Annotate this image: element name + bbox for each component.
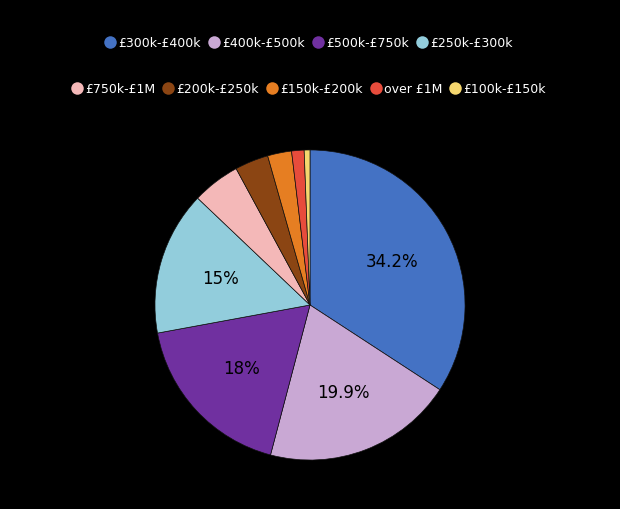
Wedge shape xyxy=(304,151,310,305)
Wedge shape xyxy=(268,152,310,305)
Text: 18%: 18% xyxy=(223,359,260,378)
Wedge shape xyxy=(155,199,310,333)
Wedge shape xyxy=(310,151,465,390)
Text: 34.2%: 34.2% xyxy=(365,252,418,270)
Text: 15%: 15% xyxy=(203,270,239,288)
Wedge shape xyxy=(157,305,310,455)
Wedge shape xyxy=(291,151,310,305)
Text: 19.9%: 19.9% xyxy=(317,383,370,401)
Legend: £750k-£1M, £200k-£250k, £150k-£200k, over £1M, £100k-£150k: £750k-£1M, £200k-£250k, £150k-£200k, ove… xyxy=(70,79,550,100)
Wedge shape xyxy=(270,305,440,460)
Wedge shape xyxy=(236,157,310,305)
Wedge shape xyxy=(198,169,310,305)
